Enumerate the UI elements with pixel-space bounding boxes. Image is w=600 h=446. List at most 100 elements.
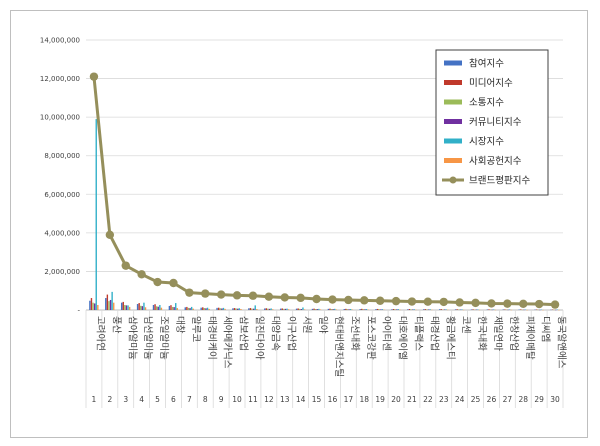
y-tick-label: 10,000,000 xyxy=(40,114,80,122)
x-tick-label: 태경산업 xyxy=(428,316,440,351)
bar xyxy=(362,309,365,310)
x-tick-label: 남선알미늄 xyxy=(142,316,153,360)
line-point xyxy=(216,290,226,299)
line-point xyxy=(439,297,448,307)
x-tick-label: 황금에스티 xyxy=(444,316,455,360)
line-point xyxy=(407,297,417,306)
bar xyxy=(411,309,414,310)
bar xyxy=(458,309,460,310)
bar xyxy=(300,309,303,310)
bar xyxy=(327,308,330,310)
line-point xyxy=(471,298,480,308)
bar xyxy=(140,305,142,310)
line-point xyxy=(312,294,321,304)
bar xyxy=(286,308,288,310)
line-point xyxy=(503,299,512,308)
bar xyxy=(222,307,225,310)
x-tick-label: 티플랙스 xyxy=(412,316,423,351)
bar xyxy=(314,309,317,310)
y-tick-label: 14,000,000 xyxy=(40,37,80,45)
category-number: 8 xyxy=(203,395,208,404)
bar xyxy=(426,309,428,310)
x-tick-label: 코센 xyxy=(460,316,471,333)
category-number: 28 xyxy=(518,395,528,404)
line-point xyxy=(344,295,353,305)
category-number: 4 xyxy=(139,395,144,404)
category-number: 1 xyxy=(92,395,97,404)
x-tick-label: 동국알앤에스 xyxy=(556,316,567,369)
line-point xyxy=(423,297,433,306)
line-point xyxy=(264,292,274,301)
bar xyxy=(316,309,318,310)
bar xyxy=(524,309,527,311)
bar xyxy=(438,309,441,310)
bar xyxy=(238,308,241,310)
y-tick-label: 2,000,000 xyxy=(44,268,80,276)
line-point xyxy=(391,296,401,306)
bar xyxy=(187,307,190,310)
bar xyxy=(190,306,193,310)
bar xyxy=(523,309,525,311)
bar xyxy=(176,308,179,310)
category-number: 20 xyxy=(391,395,401,404)
bar xyxy=(93,303,96,310)
bar xyxy=(399,309,401,311)
bar xyxy=(303,309,306,310)
bar xyxy=(361,308,363,310)
bar xyxy=(431,309,433,311)
bar xyxy=(235,308,237,310)
bar xyxy=(267,308,269,310)
bar xyxy=(535,309,538,311)
x-tick-label: 조일알미늄 xyxy=(158,316,169,360)
bar xyxy=(392,309,395,310)
bar xyxy=(295,308,298,310)
bar xyxy=(477,309,479,310)
x-tick-label: 풍산 xyxy=(110,316,121,334)
bar xyxy=(507,309,509,311)
x-tick-label: 피제이메탈 xyxy=(524,316,536,360)
bar xyxy=(488,309,490,310)
bar xyxy=(251,308,253,310)
bar xyxy=(424,309,427,310)
bar xyxy=(556,309,559,311)
bar xyxy=(157,306,159,310)
bar xyxy=(505,309,508,311)
bar xyxy=(486,309,489,310)
bar xyxy=(92,302,94,310)
category-number: 26 xyxy=(487,395,497,404)
legend-label: 시장지수 xyxy=(469,137,504,148)
x-tick-label: 삼보산업 xyxy=(238,316,250,351)
bar xyxy=(383,309,385,311)
bar xyxy=(249,308,252,310)
category-number: 19 xyxy=(375,395,385,404)
bar xyxy=(553,309,555,311)
bar xyxy=(252,308,255,310)
line-point xyxy=(248,291,258,300)
bar xyxy=(283,308,285,310)
x-tick-label: 태경비케이 xyxy=(206,316,218,360)
bar xyxy=(219,308,221,310)
bar xyxy=(192,308,194,310)
bar xyxy=(470,309,473,310)
bar xyxy=(493,309,495,310)
bar xyxy=(429,309,431,310)
bar xyxy=(518,309,520,311)
category-number: 7 xyxy=(187,395,192,404)
bar xyxy=(494,309,497,311)
bar xyxy=(152,304,155,310)
bar xyxy=(349,309,352,310)
bar xyxy=(319,309,322,310)
category-number: 6 xyxy=(171,395,176,404)
bar xyxy=(329,308,331,310)
bar xyxy=(125,305,128,310)
category-number: 23 xyxy=(439,395,449,404)
bar xyxy=(202,307,204,310)
bar xyxy=(287,309,290,310)
bar xyxy=(95,119,97,310)
bar xyxy=(143,302,145,310)
bar xyxy=(233,308,236,310)
bar xyxy=(473,309,476,311)
bar xyxy=(391,309,393,310)
bar xyxy=(442,309,444,310)
x-tick-label: 이구산업 xyxy=(285,316,297,351)
